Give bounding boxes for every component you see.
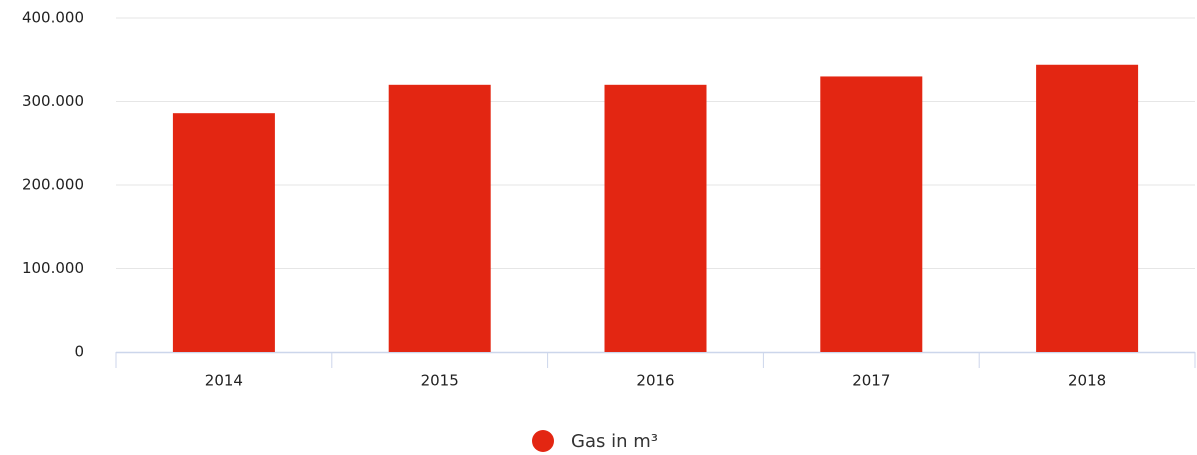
x-tick-label: 2018 <box>1068 372 1106 390</box>
y-tick-label: 200.000 <box>22 176 84 194</box>
y-tick-label: 0 <box>74 343 84 361</box>
bar <box>1036 64 1139 352</box>
legend-label: Gas in m³ <box>571 431 658 452</box>
bar <box>388 84 491 353</box>
bar <box>604 84 707 353</box>
y-tick-label: 300.000 <box>22 92 84 110</box>
x-tick-label: 2017 <box>852 372 890 390</box>
x-tick-label: 2016 <box>636 372 674 390</box>
x-tick-label: 2014 <box>205 372 243 390</box>
y-tick-label: 400.000 <box>22 9 84 27</box>
bar <box>820 76 923 352</box>
legend-marker <box>532 430 554 452</box>
y-tick-label: 100.000 <box>22 259 84 277</box>
bar <box>172 113 275 352</box>
x-tick-label: 2015 <box>421 372 459 390</box>
